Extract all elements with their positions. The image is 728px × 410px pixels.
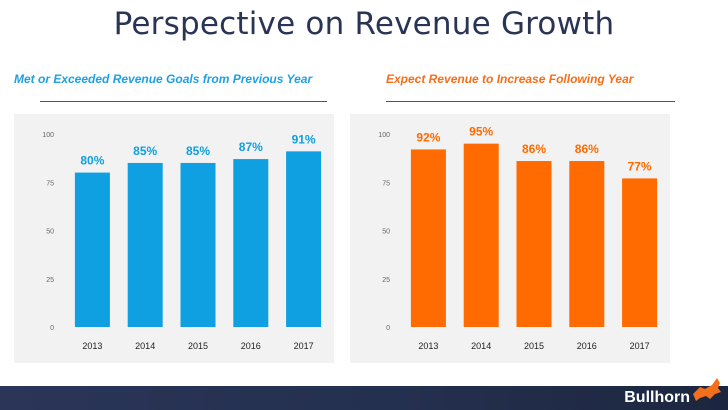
x-tick-label: 2013 bbox=[82, 341, 102, 351]
bar-chart-expect-increase: 0 25 50 75 100 92% 2013 95% 2014 86% 2015 86% 2016 77… bbox=[378, 125, 658, 351]
bar bbox=[180, 162, 216, 327]
bar bbox=[569, 161, 605, 327]
y-tick-label: 100 bbox=[42, 132, 54, 139]
bar bbox=[74, 172, 110, 327]
divider bbox=[40, 101, 327, 102]
x-tick-label: 2014 bbox=[471, 341, 491, 351]
bar bbox=[127, 162, 163, 327]
y-tick-label: 25 bbox=[46, 277, 54, 284]
x-tick-label: 2017 bbox=[294, 341, 314, 351]
data-label: 87% bbox=[239, 140, 263, 154]
chart-title: Expect Revenue to Increase Following Yea… bbox=[386, 72, 634, 86]
data-label: 85% bbox=[186, 144, 210, 158]
y-tick-label: 75 bbox=[382, 180, 390, 187]
x-tick-label: 2015 bbox=[524, 341, 544, 351]
revenue-goals-chart: 0 25 50 75 100 80% 2013 85% 2014 85% 2015 87% 2016 91… bbox=[14, 114, 334, 363]
x-tick-label: 2017 bbox=[630, 341, 650, 351]
data-label: 92% bbox=[416, 130, 440, 144]
bar bbox=[622, 178, 658, 327]
bar bbox=[233, 159, 269, 327]
y-tick-label: 0 bbox=[386, 325, 390, 332]
divider bbox=[386, 101, 675, 102]
data-label: 85% bbox=[133, 144, 157, 158]
bull-logo-icon bbox=[693, 378, 721, 401]
footer-bar: Bullhorn bbox=[0, 378, 728, 410]
data-label: 95% bbox=[469, 125, 493, 139]
x-tick-label: 2016 bbox=[577, 341, 597, 351]
data-label: 86% bbox=[575, 142, 599, 156]
y-tick-label: 25 bbox=[382, 277, 390, 284]
data-label: 86% bbox=[522, 142, 546, 156]
y-tick-label: 100 bbox=[378, 132, 390, 139]
bar-chart-met-goals: 0 25 50 75 100 80% 2013 85% 2014 85% 2015 87% 2016 91… bbox=[42, 132, 322, 351]
y-tick-label: 50 bbox=[46, 229, 54, 236]
brand-logo-text: Bullhorn bbox=[624, 389, 690, 406]
x-tick-label: 2015 bbox=[188, 341, 208, 351]
bar bbox=[463, 143, 499, 327]
x-tick-label: 2014 bbox=[135, 341, 155, 351]
chart-title: Met or Exceeded Revenue Goals from Previ… bbox=[14, 72, 313, 86]
x-tick-label: 2013 bbox=[418, 341, 438, 351]
slide-title: Perspective on Revenue Growth bbox=[113, 6, 615, 42]
bar bbox=[410, 149, 446, 327]
y-tick-label: 75 bbox=[46, 180, 54, 187]
data-label: 77% bbox=[628, 159, 652, 173]
y-tick-label: 50 bbox=[382, 229, 390, 236]
bar bbox=[516, 161, 552, 327]
y-tick-label: 0 bbox=[50, 325, 54, 332]
data-label: 91% bbox=[292, 132, 316, 146]
data-label: 80% bbox=[80, 154, 104, 168]
revenue-increase-chart: 0 25 50 75 100 92% 2013 95% 2014 86% 2015 86% 2016 77… bbox=[350, 114, 670, 363]
x-tick-label: 2016 bbox=[241, 341, 261, 351]
bar bbox=[286, 151, 322, 327]
